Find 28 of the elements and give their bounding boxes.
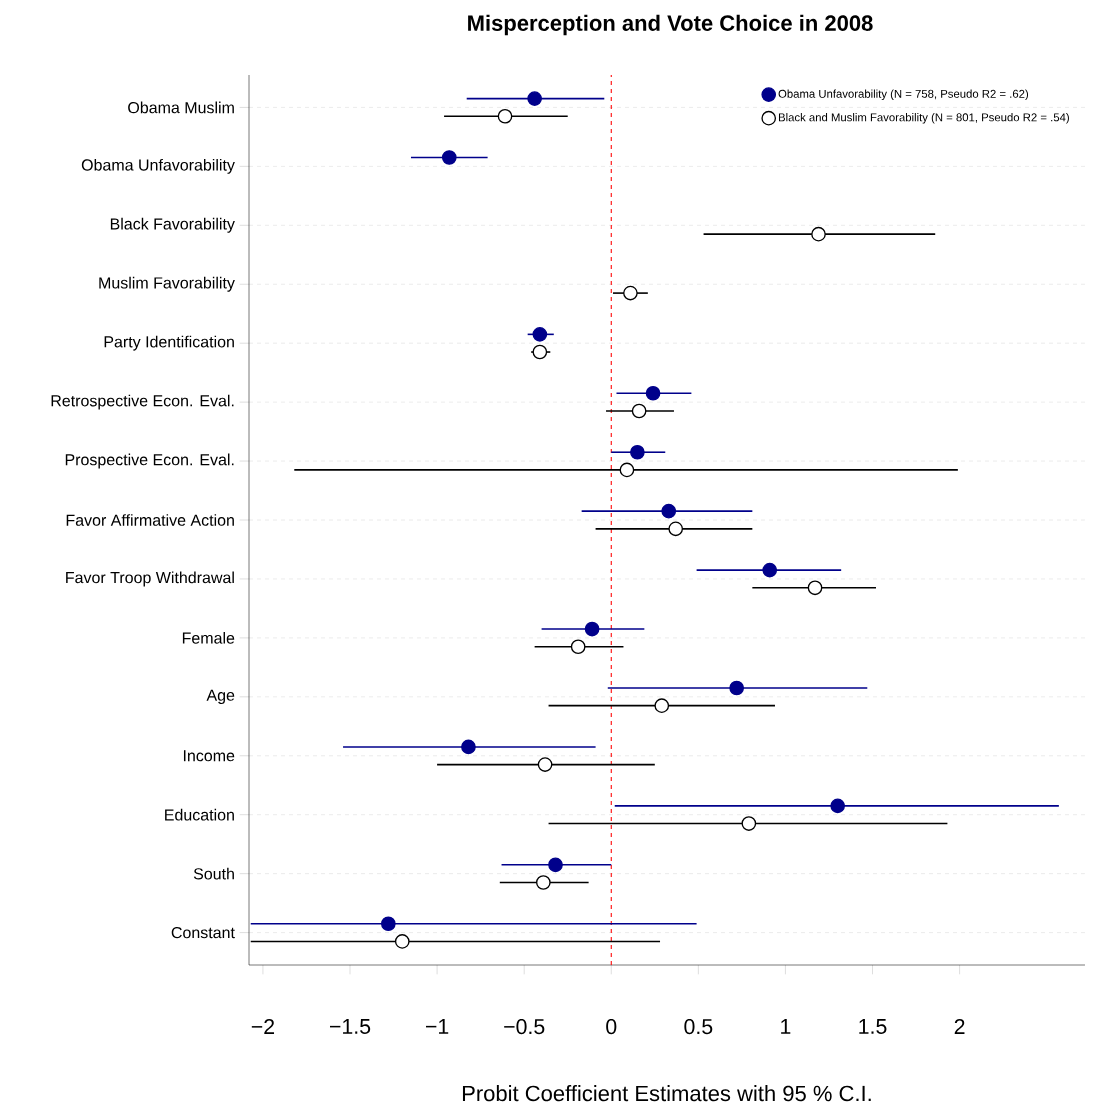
y-tick-label: Favor Affirmative Action	[66, 514, 234, 526]
y-tick-label: Prospective Econ. Eval.	[65, 453, 234, 469]
y-tick-label: Education	[165, 808, 234, 821]
legend-label: Obama Unfavorability (N = 758, Pseudo R2 = .62)	[778, 89, 1029, 101]
x-axis-title: Probit Coefficient Estimates with 95 % C.I.	[462, 1085, 871, 1102]
x-tick-label: 1	[781, 1019, 791, 1034]
x-tick-label: 0	[606, 1019, 617, 1035]
y-tick-label: Party Identification	[104, 335, 234, 351]
y-tick-label: Female	[182, 632, 235, 644]
y-tick-label: South	[193, 867, 234, 880]
y-tick-label: Favor Troop Withdrawal	[66, 571, 234, 587]
x-tick-label: 1.5	[859, 1019, 887, 1034]
x-tick-label: −0.5	[504, 1019, 545, 1035]
y-tick-label: Age	[206, 689, 235, 704]
x-tick-label: −2	[251, 1019, 275, 1034]
y-tick-label: Obama Muslim	[128, 101, 234, 114]
x-tick-label: −1.5	[330, 1019, 371, 1034]
y-tick-label: Obama Unfavorability	[81, 158, 235, 174]
y-tick-label: Income	[183, 750, 235, 762]
x-tick-label: −1	[425, 1019, 449, 1034]
y-tick-label: Muslim Favorability	[99, 276, 235, 292]
legend-label: Black and Muslim Favorability (N = 801, Pseudo R2 = .54)	[778, 113, 1069, 124]
y-tick-label: Constant	[171, 926, 235, 939]
y-tick-label: Retrospective Econ. Eval.	[51, 394, 234, 410]
x-tick-label: 2	[954, 1019, 965, 1034]
y-tick-label: Black Favorability	[110, 217, 235, 233]
chart-title: Misperception and Vote Choice in 2008	[468, 14, 873, 36]
x-tick-label: 0.5	[684, 1019, 713, 1035]
